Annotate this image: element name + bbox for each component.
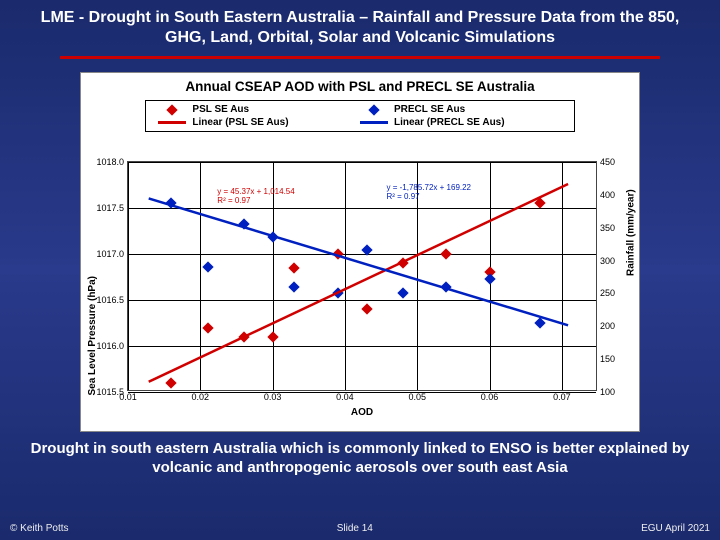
x-axis-label: AOD <box>351 407 373 418</box>
plot-area: 0.010.020.030.040.050.060.071015.51016.0… <box>127 161 597 391</box>
yl-tick: 1016.0 <box>96 341 124 351</box>
trendlines <box>127 161 597 391</box>
legend-item-precl-linear: Linear (PRECL SE Aus) <box>360 116 562 129</box>
x-tick: 0.07 <box>553 392 571 402</box>
legend-item-precl: PRECL SE Aus <box>360 103 562 116</box>
yl-tick: 1015.5 <box>96 387 124 397</box>
x-tick: 0.05 <box>408 392 426 402</box>
slide-caption: Drought in south eastern Australia which… <box>0 440 720 478</box>
yr-tick: 350 <box>600 223 615 233</box>
slide-footer: © Keith Potts Slide 14 EGU April 2021 <box>0 523 720 534</box>
yr-tick: 250 <box>600 288 615 298</box>
legend-item-psl-linear: Linear (PSL SE Aus) <box>158 116 360 129</box>
chart-panel: Annual CSEAP AOD with PSL and PRECL SE A… <box>80 72 640 432</box>
title-underline <box>60 56 660 59</box>
yl-tick: 1017.5 <box>96 203 124 213</box>
y-left-axis-label: Sea Level Pressure (hPa) <box>88 276 99 396</box>
x-tick: 0.04 <box>336 392 354 402</box>
yl-tick: 1017.0 <box>96 249 124 259</box>
diamond-icon <box>360 106 388 114</box>
yl-tick: 1016.5 <box>96 295 124 305</box>
chart-legend: PSL SE Aus PRECL SE Aus Linear (PSL SE A… <box>145 100 575 132</box>
footer-right: EGU April 2021 <box>641 523 710 534</box>
footer-center: Slide 14 <box>337 523 373 534</box>
diamond-icon <box>158 106 186 114</box>
y-right-axis-label: Rainfall (mm/year) <box>626 189 637 276</box>
yr-tick: 400 <box>600 190 615 200</box>
line-icon <box>158 121 186 124</box>
legend-label: PRECL SE Aus <box>394 104 465 115</box>
x-tick: 0.06 <box>481 392 499 402</box>
footer-left: © Keith Potts <box>10 523 69 534</box>
x-tick: 0.03 <box>264 392 282 402</box>
chart-title: Annual CSEAP AOD with PSL and PRECL SE A… <box>81 73 639 94</box>
line-icon <box>360 121 388 124</box>
legend-label: PSL SE Aus <box>192 104 249 115</box>
yr-tick: 450 <box>600 157 615 167</box>
yr-tick: 300 <box>600 256 615 266</box>
legend-label: Linear (PSL SE Aus) <box>192 117 288 128</box>
yl-tick: 1018.0 <box>96 157 124 167</box>
legend-item-psl: PSL SE Aus <box>158 103 360 116</box>
yr-tick: 150 <box>600 354 615 364</box>
x-tick: 0.02 <box>192 392 210 402</box>
yr-tick: 100 <box>600 387 615 397</box>
legend-label: Linear (PRECL SE Aus) <box>394 117 505 128</box>
slide-title: LME - Drought in South Eastern Australia… <box>0 0 720 52</box>
yr-tick: 200 <box>600 321 615 331</box>
